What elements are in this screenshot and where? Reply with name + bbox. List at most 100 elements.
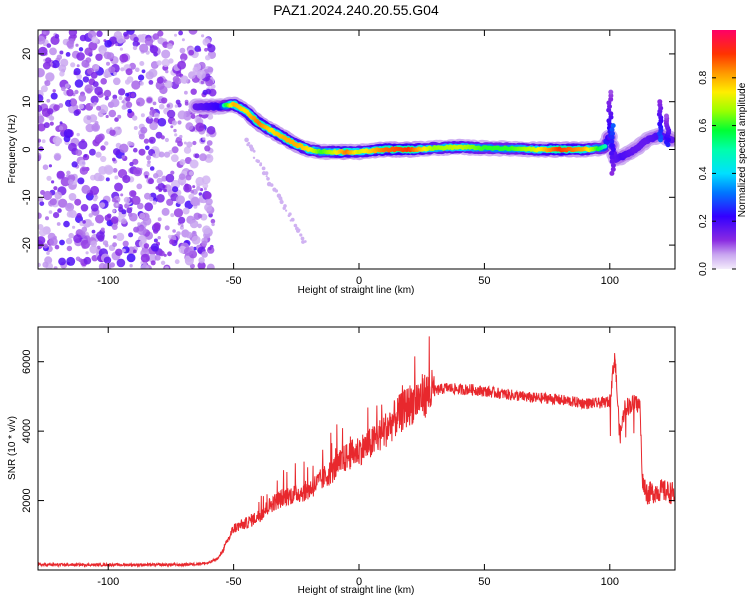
- noise-blob: [169, 239, 175, 245]
- noise-blob: [204, 47, 208, 52]
- noise-blob: [198, 257, 205, 264]
- noise-blob: [249, 146, 255, 152]
- noise-blob: [45, 216, 49, 221]
- noise-blob: [42, 261, 49, 268]
- ridge-spike: [610, 131, 615, 137]
- noise-blob: [120, 67, 125, 72]
- noise-blob: [285, 209, 288, 212]
- noise-blob: [123, 31, 128, 37]
- noise-blob: [158, 103, 165, 110]
- noise-blob: [121, 218, 127, 225]
- noise-blob: [172, 186, 179, 193]
- noise-blob: [122, 240, 129, 247]
- noise-blob: [56, 222, 61, 226]
- noise-blob: [288, 212, 292, 216]
- ridge-spike: [609, 127, 615, 133]
- noise-blob: [204, 145, 211, 152]
- noise-blob: [175, 195, 185, 205]
- noise-blob: [48, 164, 53, 168]
- noise-blob: [188, 30, 198, 35]
- noise-blob: [256, 159, 261, 164]
- noise-blob: [110, 98, 120, 108]
- noise-blob: [68, 142, 77, 152]
- top-x-tick-label: 100: [601, 275, 619, 287]
- noise-blob: [155, 186, 160, 190]
- spectrogram-noise: [38, 30, 307, 269]
- noise-blob: [184, 101, 189, 106]
- ridge-spike: [610, 123, 616, 129]
- bottom-y-tick-label: 4000: [21, 419, 33, 443]
- noise-blob: [38, 104, 43, 113]
- noise-blob: [203, 187, 207, 191]
- noise-blob: [66, 170, 71, 175]
- bottom-y-axis-label: SNR (10 * v/v): [7, 416, 18, 480]
- noise-blob: [210, 218, 216, 224]
- noise-blob: [205, 198, 213, 206]
- noise-blob: [132, 40, 139, 47]
- noise-blob: [78, 103, 85, 110]
- noise-blob: [58, 126, 64, 131]
- noise-blob: [188, 49, 195, 56]
- noise-blob: [207, 44, 216, 53]
- noise-blob: [161, 58, 170, 67]
- noise-blob: [163, 151, 171, 158]
- noise-blob: [94, 86, 103, 96]
- noise-blob: [165, 69, 169, 74]
- noise-blob: [152, 153, 156, 157]
- noise-blob: [43, 122, 50, 129]
- noise-blob: [152, 200, 157, 205]
- noise-blob: [38, 146, 44, 152]
- noise-blob: [38, 212, 42, 219]
- noise-blob: [92, 81, 99, 88]
- noise-blob: [202, 137, 206, 141]
- noise-blob: [170, 213, 175, 218]
- noise-blob: [157, 236, 161, 240]
- noise-blob: [66, 203, 72, 209]
- noise-blob: [158, 151, 165, 158]
- noise-blob: [207, 113, 214, 120]
- noise-blob: [142, 216, 152, 226]
- noise-blob: [139, 43, 149, 53]
- noise-blob: [93, 172, 103, 182]
- noise-blob: [111, 198, 117, 203]
- noise-blob: [129, 264, 133, 268]
- noise-blob: [189, 219, 199, 229]
- noise-blob: [148, 178, 154, 185]
- noise-blob: [79, 34, 87, 42]
- noise-blob: [144, 202, 154, 212]
- noise-blob: [166, 198, 174, 206]
- noise-blob: [202, 225, 211, 235]
- noise-blob: [259, 163, 263, 167]
- noise-blob: [170, 154, 179, 163]
- noise-blob: [131, 142, 135, 146]
- noise-blob: [185, 122, 194, 131]
- noise-blob: [59, 121, 63, 125]
- noise-blob: [181, 38, 185, 42]
- noise-blob: [145, 145, 150, 151]
- noise-blob: [133, 167, 143, 177]
- noise-blob: [90, 185, 100, 195]
- noise-blob: [38, 262, 41, 267]
- noise-blob: [81, 59, 90, 68]
- noise-blob: [58, 198, 68, 208]
- noise-blob: [38, 35, 46, 45]
- noise-blob: [119, 47, 123, 51]
- noise-blob: [297, 228, 301, 232]
- noise-blob: [104, 40, 112, 48]
- noise-blob: [149, 121, 158, 131]
- noise-blob: [112, 157, 116, 162]
- noise-blob: [190, 196, 200, 207]
- noise-blob: [112, 242, 117, 248]
- noise-blob: [132, 115, 138, 121]
- noise-blob: [59, 50, 64, 55]
- ridge-spike: [609, 143, 615, 148]
- noise-blob: [135, 67, 140, 73]
- noise-blob: [207, 66, 214, 73]
- noise-blob: [135, 97, 145, 107]
- noise-blob: [116, 35, 125, 44]
- noise-blob: [261, 166, 266, 171]
- noise-blob: [148, 80, 154, 85]
- noise-blob: [138, 133, 145, 140]
- noise-blob: [105, 177, 110, 182]
